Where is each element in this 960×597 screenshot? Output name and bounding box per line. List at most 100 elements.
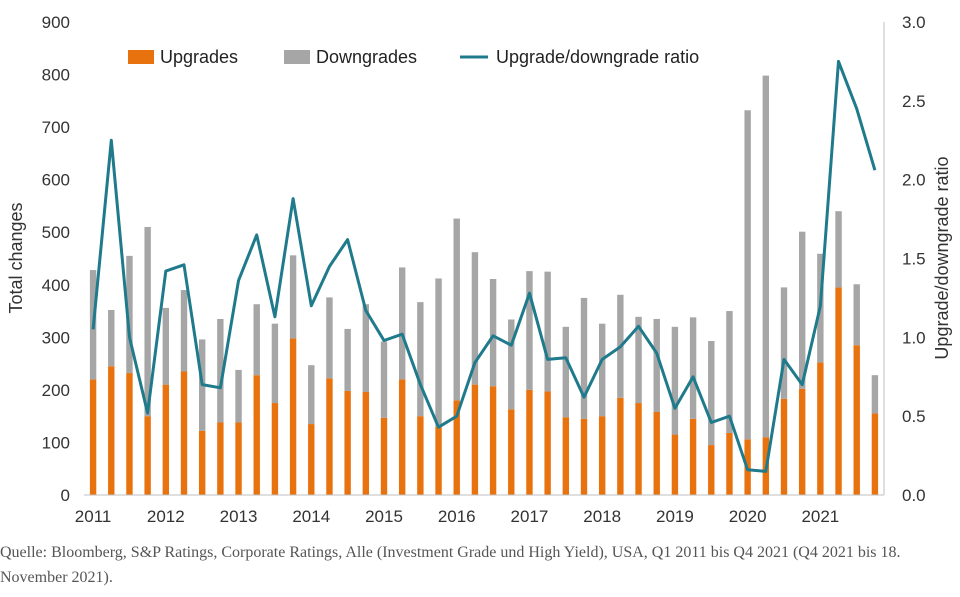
- axes-layer: [84, 22, 885, 496]
- bar-downgrades: [435, 278, 442, 427]
- source-caption: Quelle: Bloomberg, S&P Ratings, Corporat…: [0, 544, 901, 586]
- bar-downgrades: [162, 307, 170, 385]
- bar-upgrades: [671, 434, 679, 495]
- bar-upgrades: [708, 445, 715, 495]
- bar-downgrades: [289, 255, 297, 339]
- bars-layer: [89, 75, 879, 495]
- legend-swatch-upgrades: [128, 50, 154, 64]
- bar-downgrades: [235, 369, 242, 423]
- bar-downgrades: [144, 226, 151, 417]
- bar-downgrades: [489, 278, 497, 387]
- bar-upgrades: [689, 418, 697, 495]
- bar-downgrades: [126, 255, 133, 374]
- bar-downgrades: [853, 284, 860, 346]
- bar-downgrades: [453, 218, 460, 401]
- bar-upgrades: [635, 403, 642, 495]
- y-axis-title: Total changes: [6, 202, 26, 313]
- x-tick-label: 2011: [75, 507, 112, 526]
- y2-tick-label: 2.5: [902, 92, 926, 111]
- bar-upgrades: [271, 403, 279, 495]
- bar-downgrades: [671, 326, 679, 435]
- y2-tick-label: 0.5: [902, 407, 926, 426]
- bar-downgrades: [417, 302, 424, 417]
- bar-downgrades: [598, 323, 606, 417]
- bar-downgrades: [308, 365, 315, 425]
- bar-upgrades: [326, 378, 333, 495]
- bar-upgrades: [162, 384, 170, 495]
- bar-downgrades: [798, 231, 806, 389]
- bar-upgrades: [89, 379, 97, 495]
- bar-downgrades: [508, 319, 515, 410]
- bar-upgrades: [144, 416, 151, 495]
- x-tick-label: 2013: [220, 507, 258, 526]
- bar-downgrades: [526, 271, 533, 390]
- y-tick-label: 200: [42, 381, 70, 400]
- bar-downgrades: [380, 341, 388, 418]
- bar-upgrades: [362, 391, 370, 495]
- x-tick-label: 2014: [292, 507, 330, 526]
- bar-downgrades: [326, 297, 333, 379]
- bar-upgrades: [398, 379, 406, 495]
- bar-downgrades: [398, 267, 406, 380]
- x-tick-label: 2015: [365, 507, 403, 526]
- y-tick-label: 800: [42, 66, 70, 85]
- x-tick-label: 2019: [656, 507, 694, 526]
- bar-downgrades: [562, 326, 570, 418]
- bar-downgrades: [471, 252, 479, 385]
- bar-downgrades: [108, 310, 115, 367]
- y2-tick-label: 0.0: [902, 486, 926, 505]
- bar-upgrades: [289, 338, 297, 495]
- bar-upgrades: [508, 409, 515, 495]
- bar-upgrades: [798, 388, 806, 495]
- bar-upgrades: [198, 430, 206, 495]
- bar-upgrades: [580, 418, 588, 495]
- bar-downgrades: [253, 304, 260, 376]
- bar-downgrades: [780, 287, 788, 399]
- y-tick-label: 400: [42, 276, 70, 295]
- bar-upgrades: [253, 375, 260, 495]
- x-tick-label: 2012: [147, 507, 185, 526]
- y-tick-label: 600: [42, 171, 70, 190]
- y-tick-label: 700: [42, 118, 70, 137]
- y-tick-label: 100: [42, 433, 70, 452]
- bar-downgrades: [217, 318, 224, 423]
- bar-upgrades: [853, 345, 860, 495]
- bar-upgrades: [380, 417, 388, 495]
- bar-upgrades: [471, 384, 479, 495]
- bar-downgrades: [744, 110, 751, 440]
- ratio-line-layer: [91, 59, 877, 473]
- chart: 900 800 700 600 500 400 300 200 100 0 3.0 2.5 2.0 1.5…: [6, 13, 952, 526]
- bar-upgrades: [726, 432, 733, 495]
- bar-upgrades: [835, 287, 842, 495]
- bar-upgrades: [871, 413, 879, 495]
- legend-label-downgrades: Downgrades: [316, 47, 417, 67]
- legend: Upgrades Downgrades Upgrade/downgrade ra…: [128, 47, 699, 67]
- bar-downgrades: [835, 211, 842, 288]
- bar-upgrades: [108, 366, 115, 495]
- bar-upgrades: [526, 389, 533, 495]
- y2-tick-label: 3.0: [902, 13, 926, 32]
- bar-upgrades: [544, 391, 551, 495]
- y-tick-label: 500: [42, 223, 70, 242]
- bar-upgrades: [235, 422, 242, 495]
- bar-downgrades: [544, 271, 551, 392]
- y-tick-label: 0: [61, 486, 70, 505]
- bar-downgrades: [689, 317, 697, 419]
- bar-upgrades: [344, 390, 351, 495]
- ratio-line: [91, 59, 877, 473]
- bar-upgrades: [598, 416, 606, 495]
- ticks-layer: 900 800 700 600 500 400 300 200 100 0 3.0 2.5 2.0 1.5…: [42, 13, 926, 526]
- y-tick-label: 300: [42, 328, 70, 347]
- x-tick-label: 2018: [583, 507, 621, 526]
- bar-downgrades: [726, 311, 733, 433]
- bar-downgrades: [871, 375, 879, 414]
- legend-label-upgrades: Upgrades: [160, 47, 238, 67]
- bar-upgrades: [489, 386, 497, 495]
- x-tick-label: 2016: [438, 507, 476, 526]
- bar-upgrades: [780, 398, 788, 495]
- y2-tick-label: 2.0: [902, 171, 926, 190]
- bar-upgrades: [417, 416, 424, 495]
- bar-upgrades: [308, 424, 315, 495]
- bar-downgrades: [344, 328, 351, 391]
- bar-downgrades: [180, 290, 188, 372]
